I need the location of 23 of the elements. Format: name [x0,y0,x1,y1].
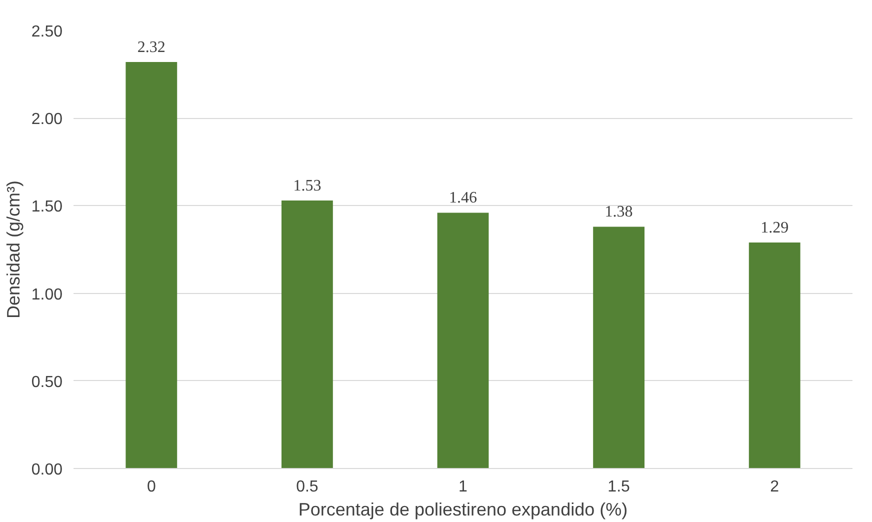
x-tick-label: 0.5 [296,478,318,496]
data-label: 2.32 [137,39,166,56]
bar [593,226,645,468]
bar [281,200,333,468]
data-label: 1.53 [293,177,322,194]
y-tick-label: 0.00 [31,462,63,478]
bar [748,242,800,468]
y-axis-title: Densidad (g/cm³) [3,180,24,319]
y-tick-label: 2.50 [31,24,63,40]
data-label: 1.29 [760,219,789,236]
y-tick-label: 0.50 [31,374,63,391]
y-tick-label: 1.00 [31,286,63,304]
x-tick-label: 0 [146,478,156,496]
x-tick-label: 1.5 [608,478,630,496]
data-label: 1.46 [449,190,477,207]
y-tick-label: 1.50 [31,198,63,216]
x-tick-label: 2 [770,478,780,496]
y-tick-label: 2.00 [31,111,63,128]
bar [437,212,489,468]
x-axis-title: Porcentaje de poliestireno expandido (%) [298,500,628,520]
x-tick-label: 1 [458,478,468,496]
data-label: 1.38 [604,204,633,221]
bar [126,62,178,468]
